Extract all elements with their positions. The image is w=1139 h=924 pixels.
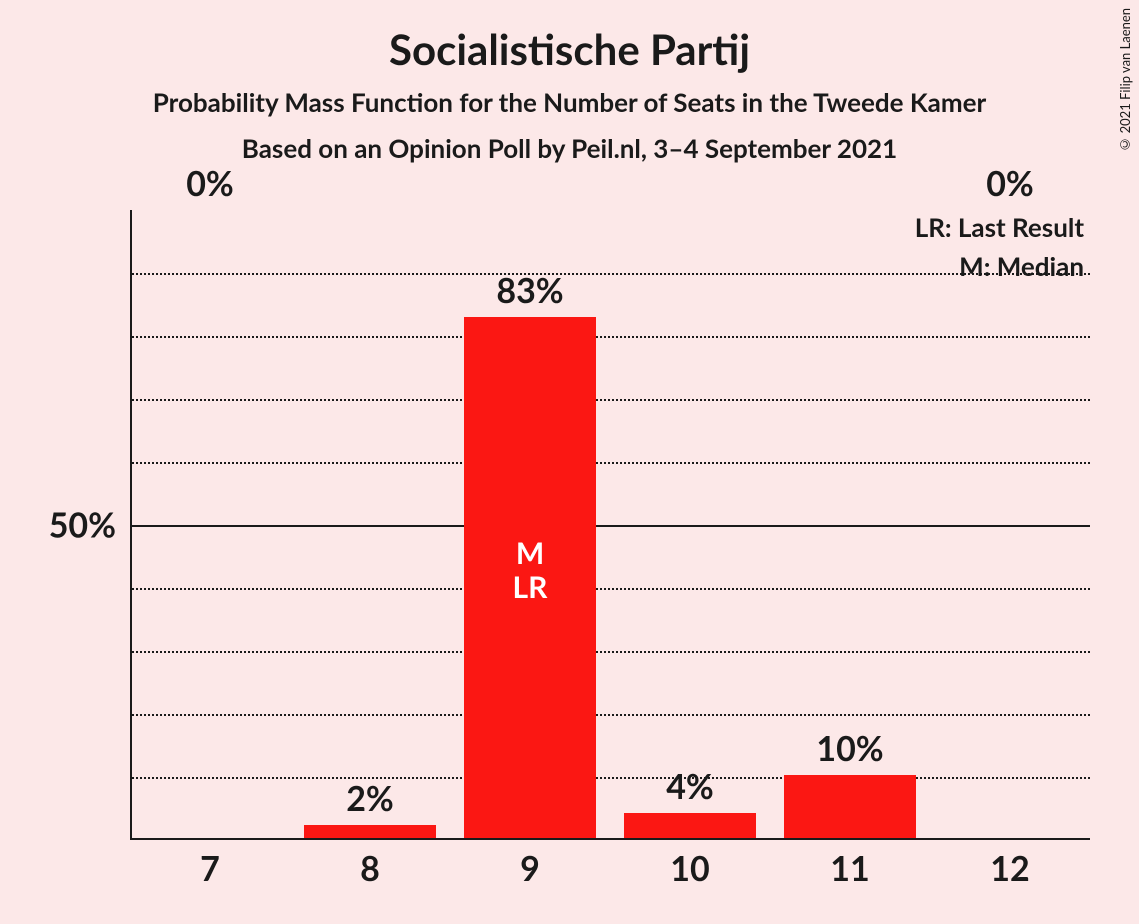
y-axis-label-50: 50% [49, 505, 130, 546]
bar-value-label: 0% [986, 163, 1034, 204]
x-axis-line [130, 838, 1090, 840]
chart-subtitle-2: Based on an Opinion Poll by Peil.nl, 3–4… [0, 132, 1139, 164]
x-axis-label: 11 [830, 848, 869, 889]
bar: 2% [304, 825, 435, 838]
bar-value-label: 83% [496, 270, 563, 311]
bar-value-label: 2% [346, 778, 394, 819]
bar: 10% [784, 775, 915, 838]
x-axis-label: 8 [360, 848, 380, 889]
bar-slot: 4%10 [610, 210, 770, 838]
bar-slot: 10%11 [770, 210, 930, 838]
bar: 83%MLR [464, 317, 595, 838]
bar-slot: 83%MLR9 [450, 210, 610, 838]
plot-area: LR: Last Result M: Median 50% 0%72%883%M… [130, 210, 1090, 840]
bar-slot: 2%8 [290, 210, 450, 838]
bar-value-label: 4% [666, 766, 714, 807]
x-axis-label: 7 [200, 848, 220, 889]
bar-value-label: 10% [816, 728, 883, 769]
bar-slot: 0%7 [130, 210, 290, 838]
x-axis-label: 12 [990, 848, 1029, 889]
bar-value-label: 0% [186, 163, 234, 204]
bar: 4% [624, 813, 755, 838]
x-axis-label: 10 [670, 848, 709, 889]
chart-subtitle-1: Probability Mass Function for the Number… [0, 86, 1139, 118]
x-axis-label: 9 [520, 848, 540, 889]
credit-text: © 2021 Filip van Laenen [1117, 8, 1133, 153]
chart-title: Socialistische Partij [0, 0, 1139, 74]
y-axis-line [130, 210, 132, 840]
bar-slot: 0%12 [930, 210, 1090, 838]
bars-container: 0%72%883%MLR94%1010%110%12 [130, 210, 1090, 838]
bar-marker: MLR [513, 536, 548, 605]
